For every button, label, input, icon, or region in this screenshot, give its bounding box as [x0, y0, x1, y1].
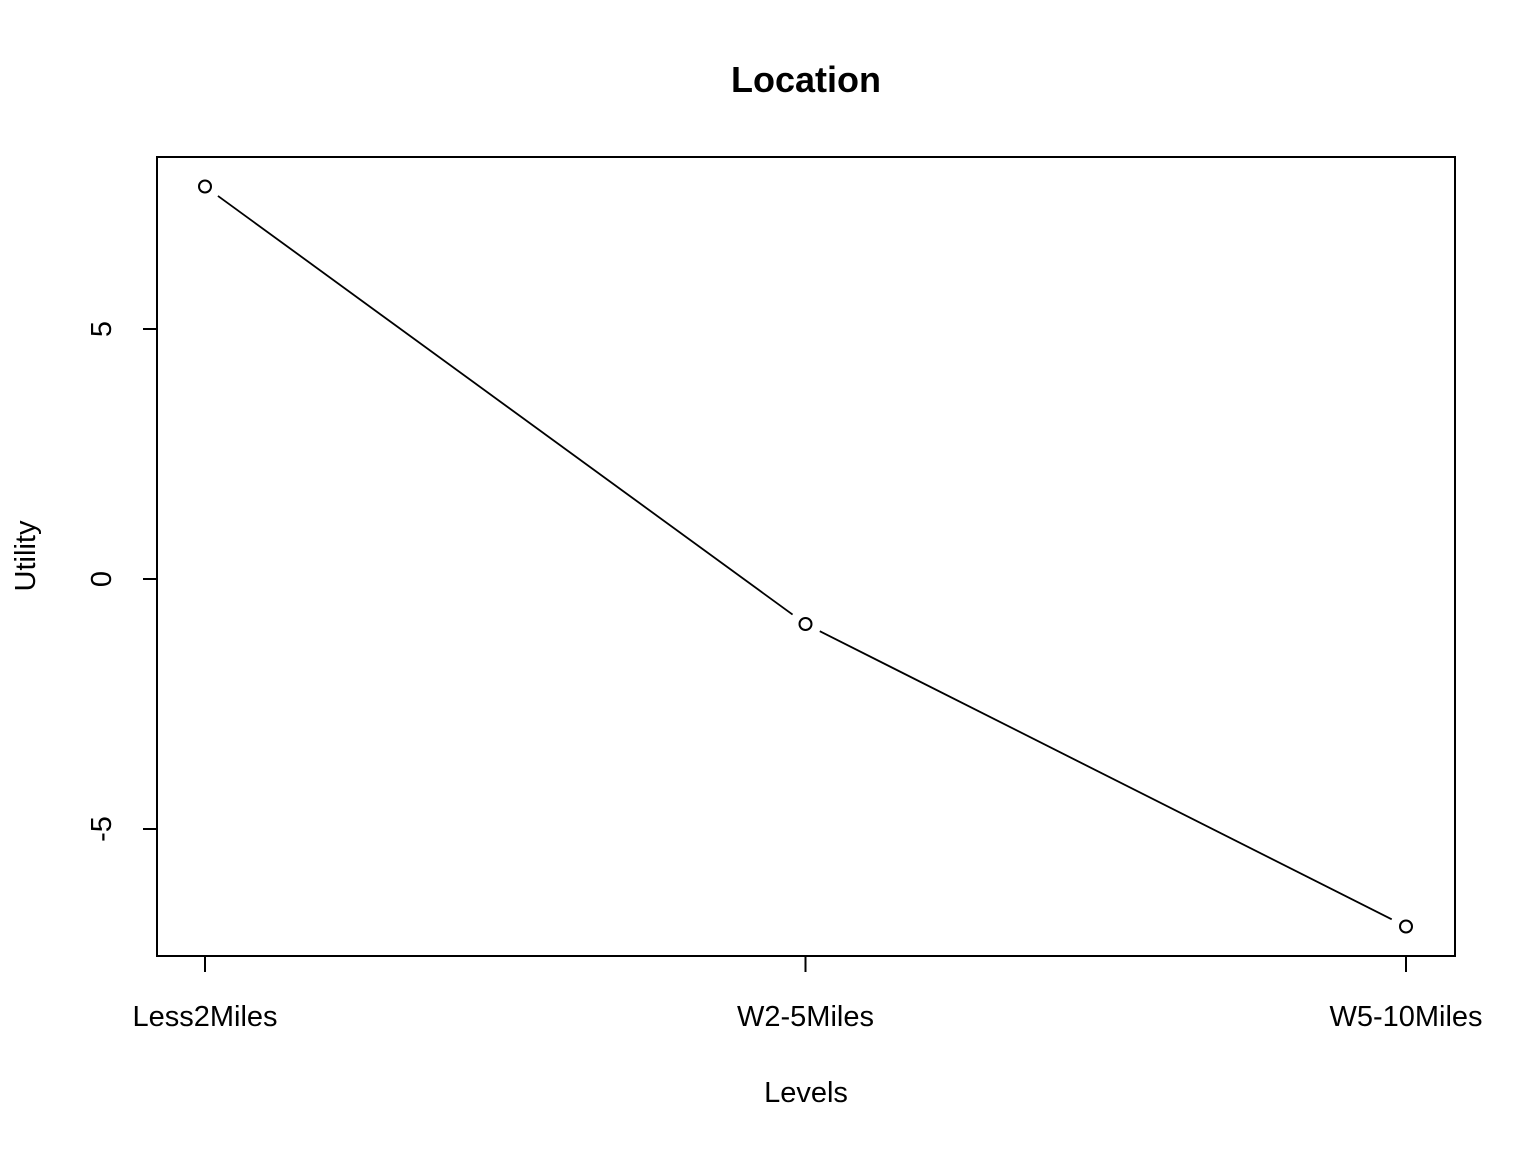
series-line [198, 179, 1413, 934]
x-axis: Less2Miles W2-5Miles W5-10Miles [132, 956, 1483, 1033]
y-tick-label: 5 [86, 321, 118, 337]
line-segment [819, 630, 1393, 921]
y-axis: -5 0 5 [86, 321, 157, 842]
y-tick-label: -5 [86, 816, 118, 842]
x-tick-label: W5-10Miles [1329, 1001, 1482, 1033]
y-tick-label: 0 [86, 571, 118, 587]
x-axis-label: Levels [764, 1077, 848, 1109]
plot-frame [156, 156, 1456, 957]
data-point [1399, 919, 1413, 934]
x-tick-label: W2-5Miles [737, 1001, 874, 1033]
y-axis-label: Utility [10, 520, 42, 591]
chart-title: Location [731, 59, 881, 100]
data-point [798, 617, 813, 631]
line-segment [217, 195, 794, 616]
data-point [198, 179, 212, 194]
x-tick-label: Less2Miles [132, 1001, 277, 1033]
